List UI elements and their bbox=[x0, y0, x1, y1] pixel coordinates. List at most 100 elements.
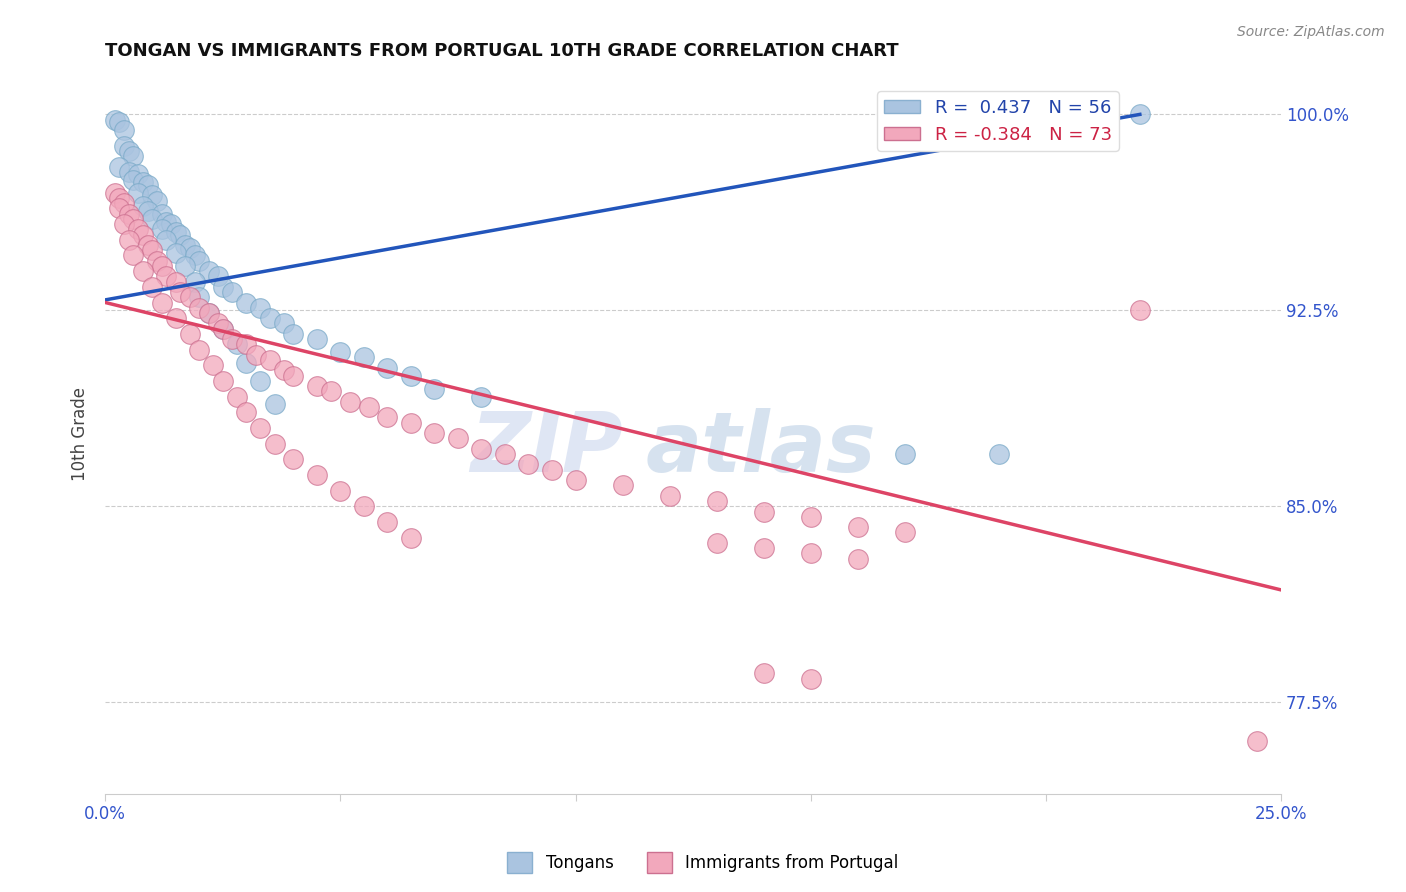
Point bbox=[339, 394, 361, 409]
Point bbox=[150, 222, 173, 236]
Point bbox=[470, 442, 492, 456]
Point bbox=[273, 317, 295, 331]
Point bbox=[353, 351, 375, 365]
Point bbox=[179, 241, 201, 255]
Point bbox=[165, 311, 187, 326]
Point bbox=[211, 321, 233, 335]
Point bbox=[893, 525, 915, 540]
Point bbox=[235, 355, 257, 369]
Point bbox=[104, 112, 127, 127]
Point bbox=[221, 332, 243, 346]
Text: Source: ZipAtlas.com: Source: ZipAtlas.com bbox=[1237, 25, 1385, 39]
Point bbox=[1129, 303, 1152, 318]
Point bbox=[141, 280, 163, 294]
Point bbox=[118, 207, 141, 221]
Text: TONGAN VS IMMIGRANTS FROM PORTUGAL 10TH GRADE CORRELATION CHART: TONGAN VS IMMIGRANTS FROM PORTUGAL 10TH … bbox=[105, 42, 898, 60]
Point bbox=[104, 186, 127, 200]
Point bbox=[165, 225, 187, 239]
Point bbox=[377, 410, 399, 425]
Point bbox=[165, 275, 187, 289]
Point bbox=[846, 520, 869, 534]
Point bbox=[118, 165, 141, 179]
Point bbox=[357, 400, 380, 414]
Point bbox=[259, 353, 281, 368]
Point bbox=[263, 436, 285, 450]
Point bbox=[399, 368, 422, 383]
Point bbox=[188, 290, 211, 304]
Point bbox=[706, 494, 728, 508]
Point bbox=[305, 467, 328, 482]
Point bbox=[169, 285, 191, 299]
Point bbox=[141, 244, 163, 258]
Point bbox=[752, 666, 775, 681]
Point bbox=[305, 379, 328, 393]
Point bbox=[132, 227, 155, 242]
Point bbox=[245, 348, 267, 362]
Point bbox=[658, 489, 681, 503]
Point bbox=[108, 115, 131, 129]
Point bbox=[160, 217, 183, 231]
Point bbox=[612, 478, 634, 492]
Point bbox=[423, 382, 446, 396]
Point bbox=[122, 172, 145, 186]
Point bbox=[127, 186, 149, 200]
Point bbox=[118, 233, 141, 247]
Point bbox=[127, 168, 149, 182]
Point bbox=[112, 123, 135, 137]
Point bbox=[470, 390, 492, 404]
Point bbox=[188, 301, 211, 315]
Point bbox=[146, 194, 169, 208]
Point bbox=[235, 337, 257, 351]
Point bbox=[283, 326, 305, 341]
Point bbox=[112, 217, 135, 231]
Point bbox=[423, 426, 446, 441]
Point bbox=[800, 546, 823, 560]
Point bbox=[1129, 107, 1152, 121]
Point bbox=[283, 368, 305, 383]
Point bbox=[377, 515, 399, 529]
Point bbox=[752, 504, 775, 518]
Point bbox=[259, 311, 281, 326]
Point bbox=[263, 397, 285, 411]
Point bbox=[399, 416, 422, 430]
Point bbox=[541, 463, 564, 477]
Point bbox=[150, 295, 173, 310]
Point bbox=[197, 306, 219, 320]
Point bbox=[155, 214, 177, 228]
Point bbox=[706, 536, 728, 550]
Point bbox=[319, 384, 342, 399]
Point bbox=[132, 175, 155, 189]
Point bbox=[141, 188, 163, 202]
Point bbox=[197, 264, 219, 278]
Point bbox=[207, 317, 229, 331]
Point bbox=[517, 458, 540, 472]
Point bbox=[225, 390, 247, 404]
Point bbox=[800, 672, 823, 686]
Point bbox=[221, 285, 243, 299]
Point bbox=[169, 227, 191, 242]
Point bbox=[108, 191, 131, 205]
Point bbox=[225, 337, 247, 351]
Point bbox=[329, 345, 352, 359]
Point bbox=[179, 290, 201, 304]
Point bbox=[188, 253, 211, 268]
Point bbox=[305, 332, 328, 346]
Point bbox=[353, 500, 375, 514]
Legend: Tongans, Immigrants from Portugal: Tongans, Immigrants from Portugal bbox=[501, 846, 905, 880]
Point bbox=[846, 551, 869, 566]
Point bbox=[150, 259, 173, 273]
Point bbox=[155, 233, 177, 247]
Point bbox=[1246, 734, 1268, 748]
Point bbox=[183, 275, 205, 289]
Point bbox=[273, 363, 295, 377]
Point bbox=[146, 253, 169, 268]
Point bbox=[136, 238, 159, 252]
Point bbox=[211, 374, 233, 388]
Legend: R =  0.437   N = 56, R = -0.384   N = 73: R = 0.437 N = 56, R = -0.384 N = 73 bbox=[877, 91, 1119, 151]
Point bbox=[118, 144, 141, 158]
Point bbox=[188, 343, 211, 357]
Point bbox=[249, 374, 271, 388]
Point bbox=[987, 447, 1010, 461]
Point bbox=[132, 264, 155, 278]
Point bbox=[235, 295, 257, 310]
